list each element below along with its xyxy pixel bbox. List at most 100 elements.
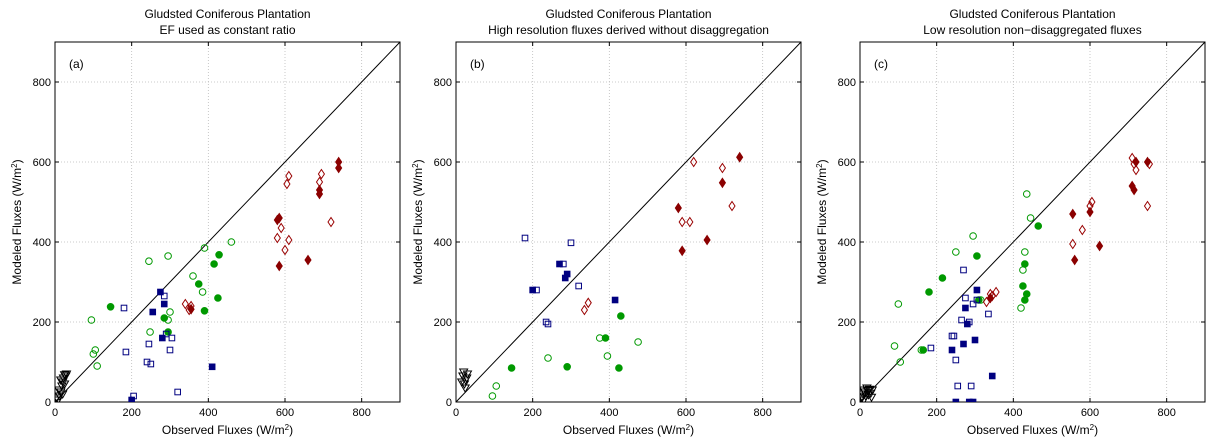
data-point-open-triangle <box>61 370 72 380</box>
data-point-filled-square <box>611 296 619 304</box>
data-point-open-square <box>950 332 958 340</box>
x-tick-label: 0 <box>857 407 863 419</box>
x-tick-label: 800 <box>352 407 370 419</box>
data-point-open-circle <box>189 272 197 280</box>
y-axis-label: Modeled Fluxes (W/m2) <box>815 159 830 284</box>
data-point-open-diamond <box>181 298 189 310</box>
data-point-open-square <box>948 332 956 340</box>
data-point-filled-diamond <box>1086 206 1094 218</box>
data-point-filled-circle <box>194 280 203 288</box>
data-point-filled-circle <box>919 346 928 354</box>
data-point-open-square <box>962 294 969 302</box>
y-axis-label: Modeled Fluxes (W/m2) <box>10 159 25 284</box>
data-point-open-square <box>927 344 935 352</box>
data-point-open-circle <box>634 338 642 346</box>
data-point-open-circle <box>1017 304 1025 312</box>
data-point-open-circle <box>166 308 174 316</box>
y-tick-label: 0 <box>446 397 452 409</box>
data-point-open-square <box>166 346 174 354</box>
data-point-open-diamond <box>728 200 736 212</box>
data-point-open-diamond <box>1078 224 1086 236</box>
data-point-filled-square <box>964 320 971 328</box>
data-point-filled-diamond <box>275 260 283 272</box>
data-point-filled-diamond <box>703 234 711 246</box>
data-point-open-square <box>168 334 176 342</box>
x-tick-label: 800 <box>1157 407 1175 419</box>
data-point-filled-circle <box>938 274 947 282</box>
data-point-open-circle <box>969 232 977 240</box>
data-point-filled-diamond <box>1071 254 1079 266</box>
plot-frame <box>455 41 802 403</box>
data-point-open-triangle <box>55 388 66 398</box>
panel-label: (a) <box>69 57 84 71</box>
data-point-filled-diamond <box>1095 240 1104 252</box>
data-point-open-diamond <box>1132 164 1140 176</box>
chart-title: Gludsted Coniferous Plantation <box>144 7 310 21</box>
data-point-open-diamond <box>285 170 293 182</box>
data-point-open-circle <box>1022 190 1031 198</box>
data-point-filled-square <box>157 288 164 296</box>
data-point-filled-square <box>160 300 168 308</box>
y-tick-label: 400 <box>434 237 452 249</box>
data-point-filled-square <box>962 304 969 312</box>
data-point-filled-diamond <box>335 162 343 174</box>
x-tick-label: 600 <box>677 407 695 419</box>
data-point-filled-circle <box>617 312 625 320</box>
data-point-filled-square <box>208 363 216 371</box>
data-point-open-circle <box>227 238 236 246</box>
data-point-filled-diamond <box>678 245 686 257</box>
data-point-filled-circle <box>200 307 209 315</box>
data-point-open-triangle <box>59 380 70 390</box>
x-tick-label: 200 <box>122 407 140 419</box>
data-point-open-triangle <box>860 396 869 402</box>
data-point-open-square <box>985 310 992 318</box>
plot-frame <box>859 41 1206 403</box>
data-point-filled-diamond <box>275 212 283 224</box>
data-point-open-circle <box>603 352 612 360</box>
data-point-open-diamond <box>584 297 592 309</box>
one-to-one-line <box>860 42 1205 402</box>
data-point-open-circle <box>93 362 101 370</box>
data-point-filled-diamond <box>304 254 312 266</box>
chart-panel-c: 0 200 400 600 800 0 200 400 600 800 (c) Gludsted Co… <box>815 7 1206 437</box>
y-tick-label: 200 <box>33 317 51 329</box>
data-point-open-square <box>967 382 975 390</box>
data-point-filled-circle <box>925 288 933 296</box>
x-tick-label: 0 <box>453 407 459 419</box>
data-point-open-square <box>162 330 170 338</box>
data-point-filled-diamond <box>1143 156 1152 168</box>
chart-title: Gludsted Coniferous Plantation <box>545 7 711 21</box>
data-point-open-diamond <box>277 222 285 234</box>
data-point-open-square <box>954 382 962 390</box>
data-point-filled-square <box>128 396 135 402</box>
y-tick-label: 400 <box>33 237 51 249</box>
data-point-filled-circle <box>214 294 222 302</box>
data-point-open-square <box>122 348 130 356</box>
y-tick-label: 0 <box>850 397 856 409</box>
data-point-filled-diamond <box>986 292 994 304</box>
data-point-open-diamond <box>718 162 727 174</box>
data-point-filled-square <box>948 346 956 354</box>
data-point-filled-square <box>965 398 973 402</box>
data-point-open-diamond <box>1069 238 1077 250</box>
data-point-filled-diamond <box>187 303 195 315</box>
chart-title: Gludsted Coniferous Plantation <box>949 7 1115 21</box>
data-point-open-circle <box>164 252 172 260</box>
data-point-open-circle <box>952 248 960 256</box>
x-tick-label: 600 <box>1081 407 1099 419</box>
data-point-open-triangle <box>462 370 473 380</box>
one-to-one-line <box>456 42 801 402</box>
data-point-filled-circle <box>563 363 571 371</box>
data-point-filled-square <box>952 398 960 402</box>
x-tick-label: 600 <box>276 407 294 419</box>
x-tick-label: 400 <box>600 407 618 419</box>
data-points <box>860 152 1154 402</box>
data-point-filled-circle <box>1021 260 1029 268</box>
data-point-open-square <box>952 356 960 364</box>
data-point-open-circle <box>890 342 899 350</box>
data-point-filled-square <box>969 398 977 402</box>
x-tick-label: 200 <box>927 407 945 419</box>
data-point-open-circle <box>1026 214 1035 222</box>
data-point-filled-circle <box>1022 290 1031 298</box>
data-point-filled-circle <box>601 334 610 342</box>
